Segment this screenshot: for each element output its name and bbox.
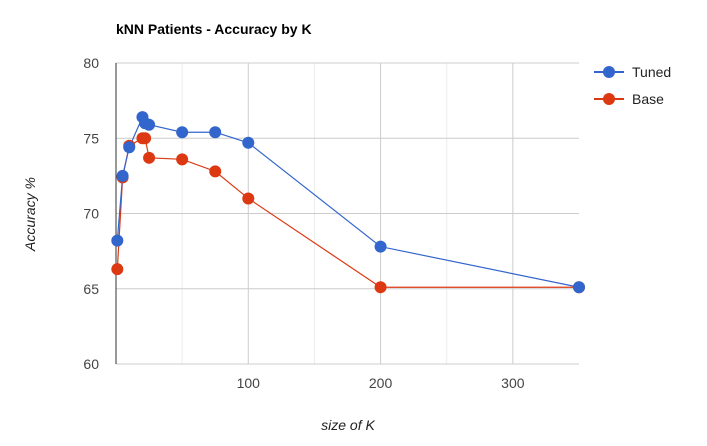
data-point-tuned[interactable]	[573, 281, 585, 294]
x-tick-label: 300	[501, 375, 525, 391]
data-point-base[interactable]	[143, 151, 156, 164]
legend-label: Tuned	[632, 64, 671, 80]
data-point-base[interactable]	[242, 192, 255, 205]
data-point-tuned[interactable]	[111, 234, 124, 247]
data-point-base[interactable]	[176, 153, 189, 166]
data-point-tuned[interactable]	[123, 141, 136, 154]
x-tick-label: 200	[369, 375, 393, 391]
y-tick-label: 65	[83, 281, 99, 297]
series-line-tuned	[116, 115, 580, 288]
legend[interactable]: Tuned Base	[594, 64, 671, 107]
series-layer	[111, 111, 585, 294]
data-point-tuned[interactable]	[116, 169, 129, 182]
y-tick-label: 80	[83, 55, 99, 71]
y-tick-label: 70	[83, 206, 99, 222]
y-axis-title: Accuracy %	[22, 177, 38, 252]
legend-label: Base	[632, 91, 664, 107]
data-point-tuned[interactable]	[242, 136, 255, 149]
grid	[115, 62, 579, 365]
data-point-tuned[interactable]	[374, 240, 387, 253]
x-axis-title: size of K	[321, 417, 375, 433]
x-tick-label: 100	[237, 375, 261, 391]
y-tick-label: 60	[83, 356, 99, 372]
legend-item-tuned[interactable]: Tuned	[594, 64, 671, 80]
legend-marker	[603, 66, 615, 78]
data-point-base[interactable]	[209, 165, 222, 178]
data-point-base[interactable]	[111, 263, 124, 276]
data-point-tuned[interactable]	[209, 126, 222, 139]
data-point-tuned[interactable]	[176, 126, 189, 139]
legend-marker	[603, 93, 615, 105]
data-point-tuned[interactable]	[143, 118, 156, 131]
data-point-base[interactable]	[374, 281, 387, 294]
y-tick-label: 75	[83, 130, 99, 146]
data-point-base[interactable]	[139, 132, 152, 145]
chart-title: kNN Patients - Accuracy by K	[116, 21, 312, 37]
tick-labels: 100 200 300 60 65 70 75 80	[83, 55, 524, 391]
legend-item-base[interactable]: Base	[594, 91, 664, 107]
